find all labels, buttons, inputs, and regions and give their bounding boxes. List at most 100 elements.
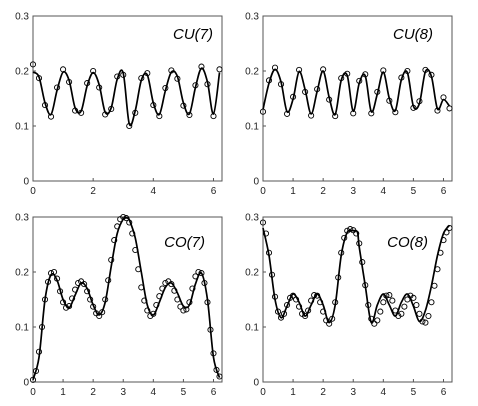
data-point-marker — [162, 279, 169, 287]
x-tick-label: 2 — [320, 186, 326, 197]
data-point-marker — [72, 286, 79, 293]
data-point-marker — [368, 315, 375, 322]
data-point-marker — [189, 285, 196, 292]
data-point-marker — [326, 320, 333, 327]
data-point-marker — [108, 256, 115, 263]
data-point-marker — [284, 301, 291, 309]
data-point-marker — [413, 301, 420, 309]
y-tick-label: 0.3 — [245, 12, 259, 23]
data-point-marker — [311, 292, 318, 299]
x-tick-label: 2 — [90, 387, 96, 398]
data-point-marker — [75, 279, 82, 287]
data-point-marker — [54, 84, 61, 91]
data-point-marker — [344, 70, 351, 77]
data-point-marker — [180, 102, 187, 109]
x-tick-label: 0 — [260, 387, 266, 398]
data-point-marker — [29, 61, 37, 68]
plot-area — [32, 15, 223, 182]
data-point-marker — [114, 73, 121, 80]
data-point-marker — [35, 348, 43, 355]
data-point-marker — [57, 288, 64, 295]
data-point-marker — [35, 75, 43, 82]
data-point-marker — [350, 110, 357, 117]
data-point-marker — [259, 108, 267, 115]
data-point-marker — [90, 303, 97, 310]
data-point-marker — [144, 70, 151, 77]
data-point-marker — [374, 88, 381, 95]
data-point-marker — [198, 63, 205, 70]
data-point-marker — [259, 219, 267, 226]
data-point-marker — [153, 301, 160, 309]
x-tick-label: 4 — [381, 387, 387, 398]
x-tick-label: 1 — [290, 387, 296, 398]
y-tick-label: 0.3 — [15, 213, 29, 224]
data-point-marker — [265, 249, 273, 256]
data-point-marker — [386, 292, 393, 299]
data-point-marker — [192, 273, 199, 280]
data-point-marker — [41, 296, 49, 303]
data-point-marker — [108, 105, 115, 112]
x-tick-label: 6 — [211, 387, 217, 398]
data-point-marker — [416, 310, 423, 317]
x-tick-label: 3 — [350, 387, 356, 398]
x-tick-label: 4 — [151, 387, 157, 398]
x-tick-label: 3 — [120, 387, 126, 398]
data-point-marker — [434, 266, 441, 273]
data-point-marker — [398, 310, 405, 317]
data-point-marker — [371, 320, 378, 327]
data-point-marker — [332, 113, 339, 120]
chart-panel-4: 0 1 2 3 4 5 6 0 0.1 0.2 0.3 CO(8) — [245, 213, 453, 398]
data-point-marker — [66, 303, 73, 310]
data-point-marker — [174, 75, 181, 82]
data-point-marker — [380, 67, 387, 74]
data-point-marker — [102, 111, 109, 118]
data-point-marker — [428, 71, 435, 78]
x-tick-label: 5 — [411, 387, 417, 398]
panel-title: CO(7) — [164, 234, 205, 251]
marker-series — [259, 64, 453, 120]
data-point-marker — [150, 310, 157, 317]
data-point-marker — [87, 296, 94, 303]
data-point-marker — [277, 314, 285, 321]
marker-series — [29, 61, 223, 130]
data-point-marker — [60, 66, 67, 73]
x-tick-label: 4 — [151, 186, 157, 197]
data-point-marker — [156, 293, 163, 300]
data-point-marker — [401, 303, 408, 310]
data-point-marker — [159, 285, 166, 292]
x-tick-label: 3 — [350, 186, 356, 197]
data-point-marker — [78, 109, 85, 116]
data-point-marker — [290, 93, 297, 100]
data-point-marker — [437, 249, 444, 256]
data-point-marker — [201, 279, 208, 287]
data-point-marker — [186, 111, 193, 119]
x-tick-label: 6 — [211, 186, 217, 197]
data-point-marker — [332, 299, 339, 306]
x-tick-label: 2 — [90, 186, 96, 197]
y-tick-label: 0.2 — [245, 268, 259, 279]
data-point-marker — [29, 376, 37, 383]
data-point-marker — [425, 312, 432, 320]
marker-series — [259, 219, 453, 327]
data-point-marker — [368, 110, 375, 117]
data-point-marker — [308, 297, 315, 304]
data-point-marker — [326, 96, 333, 103]
data-point-marker — [210, 350, 217, 357]
data-point-marker — [320, 66, 327, 73]
data-point-marker — [392, 109, 399, 116]
data-point-marker — [434, 107, 441, 114]
data-point-marker — [132, 109, 139, 116]
data-point-marker — [353, 230, 360, 237]
data-point-marker — [47, 270, 55, 277]
data-point-marker — [365, 301, 372, 309]
data-point-marker — [362, 282, 369, 289]
data-point-marker — [168, 281, 175, 288]
data-point-marker — [204, 81, 211, 88]
data-point-marker — [54, 275, 61, 282]
data-point-marker — [171, 287, 178, 294]
data-point-marker — [356, 77, 363, 84]
data-point-marker — [440, 94, 447, 101]
data-point-marker — [99, 309, 106, 316]
data-point-marker — [96, 312, 103, 320]
data-point-marker — [350, 227, 357, 234]
